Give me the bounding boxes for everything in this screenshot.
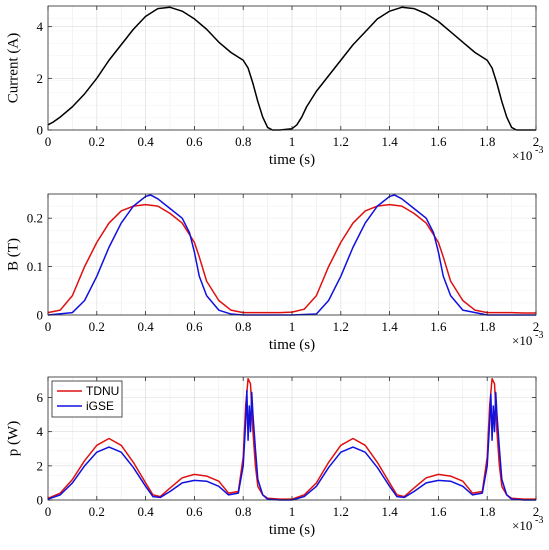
flux-density-x-multiplier: ×10 (512, 333, 532, 348)
x-tick-label: 0.2 (89, 319, 105, 334)
flux-density-x-multiplier-exponent: -3 (535, 330, 543, 341)
x-tick-label: 1.6 (430, 319, 447, 334)
current-x-multiplier: ×10 (512, 148, 532, 163)
x-tick-label: 0.6 (186, 504, 203, 519)
flux-density-y-axis-title: B (T) (5, 238, 21, 271)
power-x-axis-title: time (s) (269, 522, 315, 538)
x-tick-label: 1.2 (333, 134, 349, 149)
x-tick-label: 1.8 (479, 134, 495, 149)
x-tick-label: 0.2 (89, 504, 105, 519)
x-tick-label: 0 (45, 134, 52, 149)
y-tick-label: 6 (37, 390, 44, 405)
x-tick-label: 1.4 (381, 504, 398, 519)
current-x-axis-title: time (s) (269, 152, 315, 168)
x-tick-label: 2 (533, 319, 540, 334)
legend-label: TDNU (86, 384, 119, 398)
flux-density-x-axis-title: time (s) (269, 337, 315, 353)
y-tick-label: 0 (37, 493, 44, 508)
x-tick-label: 0.6 (186, 134, 203, 149)
x-tick-label: 0.8 (235, 504, 251, 519)
current-chart: 0 0.2 0.4 0.6 0.8 1 1.2 1.4 1.6 1.8 2 0 2 4 time (s) ×1… (5, 5, 543, 168)
y-tick-label: 0 (37, 308, 44, 323)
y-tick-label: 0 (37, 123, 44, 138)
x-tick-label: 0 (45, 319, 52, 334)
current-x-multiplier-exponent: -3 (535, 145, 543, 156)
x-tick-label: 0.4 (137, 134, 154, 149)
flux-density-chart: 0 0.2 0.4 0.6 0.8 1 1.2 1.4 1.6 1.8 2 0 0.1 0.2 time (… (5, 193, 543, 353)
x-tick-label: 1.2 (333, 504, 349, 519)
x-tick-label: 0.4 (137, 319, 154, 334)
current-grid (48, 6, 536, 131)
x-tick-label: 1.4 (381, 134, 398, 149)
x-tick-label: 1 (289, 319, 296, 334)
legend-label: iGSE (86, 399, 114, 413)
y-tick-label: 0.2 (27, 211, 43, 226)
x-tick-label: 1.8 (479, 319, 495, 334)
current-series-line (47, 6, 536, 131)
x-tick-label: 0.6 (186, 319, 203, 334)
y-tick-label: 0.1 (27, 259, 43, 274)
current-y-axis-title: Current (A) (5, 33, 21, 103)
x-tick-label: 2 (533, 504, 540, 519)
flux-density-grid (48, 194, 536, 316)
x-tick-label: 0 (45, 504, 52, 519)
x-tick-label: 1 (289, 134, 296, 149)
x-tick-label: 0.2 (89, 134, 105, 149)
x-tick-label: 0.4 (137, 504, 154, 519)
power-x-multiplier-exponent: -3 (535, 515, 543, 526)
power-chart: 0 0.2 0.4 0.6 0.8 1 1.2 1.4 1.6 1.8 2 0 2 4 6 time (s) ×… (5, 376, 543, 538)
legend-box (51, 380, 123, 418)
x-tick-label: 1.6 (430, 504, 447, 519)
x-tick-label: 1 (289, 504, 296, 519)
x-tick-label: 0.8 (235, 319, 251, 334)
y-tick-label: 2 (37, 458, 44, 473)
y-tick-label: 2 (37, 71, 44, 86)
x-tick-label: 1.8 (479, 504, 495, 519)
y-tick-label: 4 (37, 19, 44, 34)
x-tick-label: 1.4 (381, 319, 398, 334)
x-tick-label: 1.6 (430, 134, 447, 149)
power-x-multiplier: ×10 (512, 518, 532, 533)
y-tick-label: 4 (37, 424, 44, 439)
x-tick-label: 1.2 (333, 319, 349, 334)
x-tick-label: 2 (533, 134, 540, 149)
x-tick-label: 0.8 (235, 134, 251, 149)
power-y-axis-title: p (W) (5, 421, 21, 456)
